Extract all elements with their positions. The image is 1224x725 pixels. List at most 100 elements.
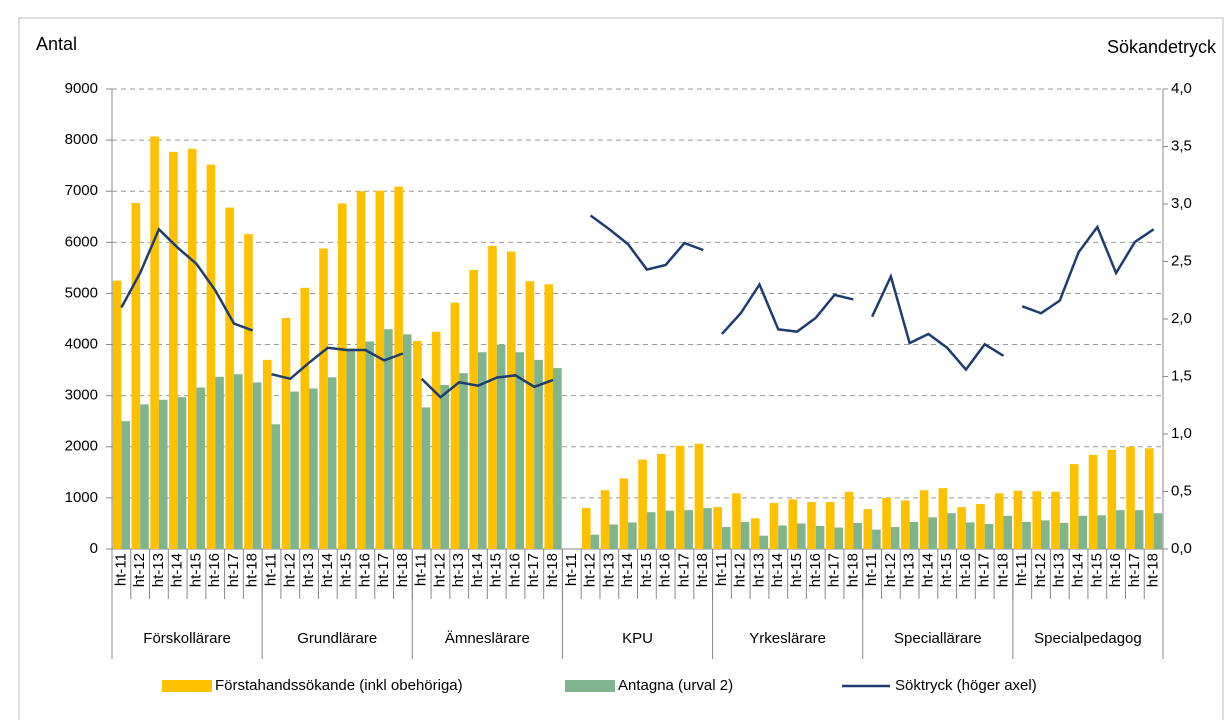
bar <box>506 251 516 550</box>
bar <box>759 535 769 549</box>
y-tick-label: 0 <box>90 540 98 557</box>
x-tick-label: ht-17 <box>225 553 242 587</box>
bar <box>797 523 806 549</box>
bar <box>319 248 328 549</box>
x-tick-label: ht-12 <box>431 553 448 587</box>
x-tick-label: ht-15 <box>938 553 955 587</box>
group-label: Grundlärare <box>297 630 377 647</box>
bar <box>1116 510 1125 549</box>
bar <box>694 443 704 549</box>
bar <box>815 526 825 549</box>
bar <box>581 508 591 549</box>
y2-tick-label: 2,5 <box>1171 252 1192 269</box>
chart-frame <box>18 17 1224 725</box>
x-tick-label: ht-14 <box>1070 553 1087 587</box>
bar <box>1126 446 1135 549</box>
bar <box>196 387 206 549</box>
y-tick-label: 8000 <box>65 131 98 148</box>
line <box>271 346 404 381</box>
bar <box>957 507 966 549</box>
bar <box>1032 491 1042 549</box>
line <box>870 272 1005 372</box>
bar <box>740 521 750 549</box>
x-tick-label: ht-15 <box>488 553 505 587</box>
bar <box>703 508 712 549</box>
y-tick-label: 9000 <box>65 80 98 97</box>
bar <box>976 504 985 549</box>
bar <box>657 453 666 549</box>
x-tick-label: ht-14 <box>169 553 186 587</box>
line <box>589 214 704 271</box>
y2-axis-label: Sökandetryck <box>1107 37 1217 57</box>
x-tick-label: ht-14 <box>319 553 336 587</box>
bar <box>844 491 854 549</box>
bar <box>440 384 450 549</box>
bar <box>525 281 535 549</box>
bar <box>919 490 929 549</box>
bar <box>638 459 647 549</box>
bar <box>928 517 938 549</box>
bar <box>1022 521 1031 549</box>
x-tick-label: ht-16 <box>506 553 523 587</box>
bar <box>488 245 497 549</box>
y2-tick-label: 1,5 <box>1171 367 1192 384</box>
bar <box>384 329 393 549</box>
x-tick-label: ht-16 <box>1107 553 1124 587</box>
y-tick-label: 6000 <box>65 233 98 250</box>
group-label: Specialpedagog <box>1034 630 1142 647</box>
x-tick-label: ht-14 <box>769 553 786 587</box>
y-tick-label: 1000 <box>65 489 98 506</box>
y2-tick-label: 0,5 <box>1171 482 1192 499</box>
bar <box>356 191 366 549</box>
bar <box>1153 513 1163 549</box>
bar <box>947 513 956 549</box>
bar <box>394 186 403 549</box>
bar <box>496 344 506 549</box>
x-tick-label: ht-12 <box>732 553 749 587</box>
bar <box>646 512 656 549</box>
x-tick-label: ht-12 <box>131 553 148 587</box>
x-tick-label: ht-18 <box>1145 553 1162 587</box>
bar <box>619 478 629 549</box>
bar <box>375 190 385 549</box>
bar <box>112 280 122 549</box>
bar <box>365 341 374 549</box>
x-tick-label: ht-14 <box>619 553 636 587</box>
bar <box>252 382 262 549</box>
bar <box>421 407 431 549</box>
x-tick-label: ht-17 <box>375 553 392 587</box>
bar <box>1059 522 1069 549</box>
y2-tick-label: 0,0 <box>1171 540 1192 557</box>
x-tick-label: ht-13 <box>600 553 617 587</box>
y-axis-label: Antal <box>36 34 77 54</box>
bar <box>553 368 562 549</box>
bar <box>450 302 460 549</box>
bar <box>534 359 543 549</box>
bar <box>544 284 554 549</box>
y2-tick-label: 2,0 <box>1171 310 1192 327</box>
line <box>120 227 254 332</box>
bar <box>121 421 130 549</box>
bar <box>872 529 881 549</box>
line <box>420 374 554 399</box>
bar <box>1145 448 1154 549</box>
x-tick-label: ht-11 <box>713 553 730 586</box>
bar <box>402 334 412 549</box>
legend-label: Söktryck (höger axel) <box>895 677 1037 694</box>
x-tick-label: ht-17 <box>976 553 993 587</box>
bar <box>750 518 760 549</box>
bar <box>177 397 187 549</box>
bar <box>244 234 253 549</box>
bar <box>684 510 694 549</box>
bar <box>1088 454 1098 549</box>
bar <box>863 509 873 549</box>
bar <box>609 524 618 549</box>
bar <box>469 269 478 549</box>
line <box>721 281 854 335</box>
line <box>1021 224 1155 315</box>
x-tick-label: ht-11 <box>563 553 580 586</box>
bar <box>346 348 356 549</box>
x-tick-label: ht-11 <box>112 553 129 586</box>
bar <box>1003 515 1013 549</box>
